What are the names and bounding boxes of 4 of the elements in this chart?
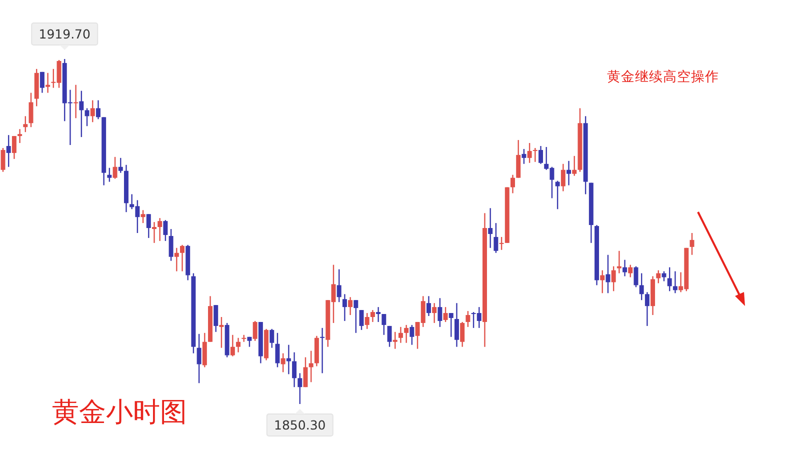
annotation: 1919.70 — [38, 26, 91, 42]
annotation: 1850.30 — [274, 418, 326, 432]
annotation: 黄金小时图 — [52, 397, 187, 428]
annotation: 黄金继续高空操作 — [607, 69, 719, 85]
